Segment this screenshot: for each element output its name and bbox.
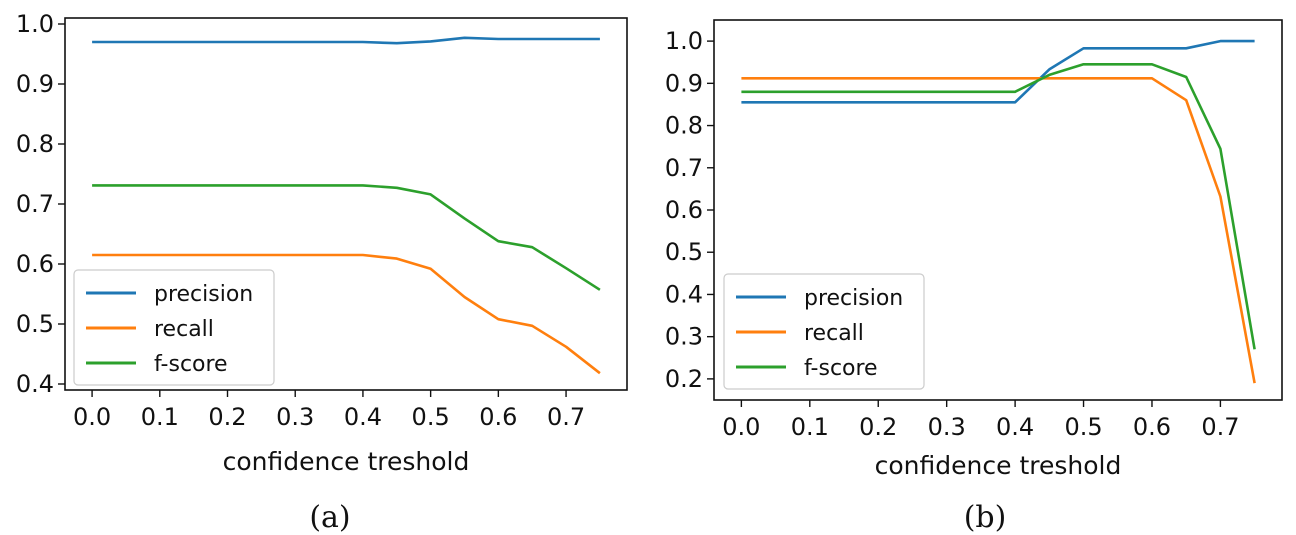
- figure-caption: (a): [309, 500, 350, 535]
- legend: precision recall f-score: [73, 269, 275, 386]
- series-line-precision: [92, 36, 600, 45]
- legend-box: [73, 269, 275, 386]
- x-tick-label: 0.6: [1133, 413, 1171, 441]
- x-tick-label: 0.6: [479, 403, 517, 431]
- x-tick-label: 0.2: [859, 413, 897, 441]
- x-tick-label: 0.1: [791, 413, 829, 441]
- chart-0: 0.0 0.1 0.2 0.3 0.4 0.5 0.6 0.7 0.4 0.5 0.6 0.7 0.8 0…: [16, 10, 628, 535]
- y-tick-label: 0.8: [16, 130, 54, 158]
- y-tick-label: 0.3: [665, 323, 703, 351]
- legend-label-f-score: f-score: [154, 352, 228, 377]
- y-tick-label: 0.4: [16, 370, 54, 398]
- x-axis-label: confidence treshold: [875, 451, 1122, 480]
- x-tick-label: 0.0: [722, 413, 760, 441]
- y-tick-label: 1.0: [665, 27, 703, 55]
- series-line-f-score: [92, 184, 601, 291]
- y-tick-label: 0.7: [16, 190, 54, 218]
- series-line-f-score: [741, 63, 1256, 350]
- x-tick-label: 0.1: [141, 403, 179, 431]
- x-tick-label: 0.0: [73, 403, 111, 431]
- x-tick-label: 0.4: [344, 403, 382, 431]
- y-tick-label: 0.7: [665, 154, 703, 182]
- y-tick-label: 0.6: [665, 196, 703, 224]
- y-tick-label: 0.9: [665, 69, 703, 97]
- x-tick-label: 0.7: [547, 403, 585, 431]
- x-axis-label: confidence treshold: [223, 447, 470, 476]
- x-tick-label: 0.7: [1201, 413, 1239, 441]
- y-tick-label: 0.6: [16, 250, 54, 278]
- series-line-recall: [92, 253, 601, 375]
- y-tick-label: 0.9: [16, 70, 54, 98]
- x-tick-label: 0.3: [276, 403, 314, 431]
- figure-caption: (b): [964, 500, 1007, 535]
- series-line-precision: [741, 39, 1255, 104]
- legend-label-f-score: f-score: [804, 356, 878, 381]
- y-tick-label: 0.2: [665, 365, 703, 393]
- legend-label-recall: recall: [804, 321, 864, 346]
- y-tick-label: 0.8: [665, 112, 703, 140]
- x-tick-label: 0.4: [996, 413, 1034, 441]
- series-line-recall: [741, 77, 1256, 384]
- x-tick-label: 0.5: [412, 403, 450, 431]
- y-tick-label: 1.0: [16, 10, 54, 38]
- legend: precision recall f-score: [723, 273, 925, 390]
- y-tick-label: 0.5: [665, 238, 703, 266]
- chart-1: 0.0 0.1 0.2 0.3 0.4 0.5 0.6 0.7 0.2 0.3 0.4 0.5 0.6 0…: [665, 19, 1283, 535]
- legend-label-recall: recall: [154, 317, 214, 342]
- x-tick-label: 0.2: [208, 403, 246, 431]
- x-tick-label: 0.5: [1064, 413, 1102, 441]
- y-tick-label: 0.4: [665, 280, 703, 308]
- legend-label-precision: precision: [804, 286, 903, 311]
- legend-box: [723, 273, 925, 390]
- y-tick-label: 0.5: [16, 310, 54, 338]
- x-tick-label: 0.3: [928, 413, 966, 441]
- legend-label-precision: precision: [154, 282, 253, 307]
